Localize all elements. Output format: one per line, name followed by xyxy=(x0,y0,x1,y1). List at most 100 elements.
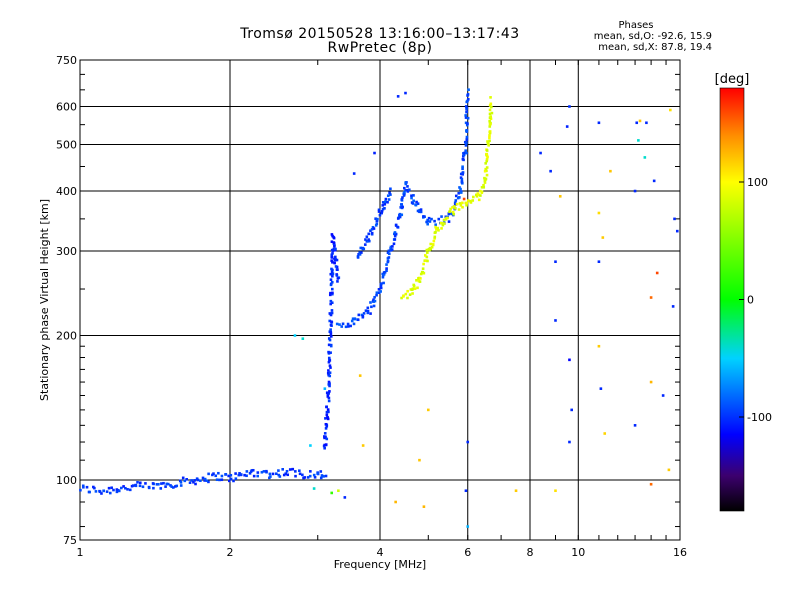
x-tick-label: 2 xyxy=(227,546,234,559)
trace-point xyxy=(329,330,333,334)
trace-point xyxy=(335,274,339,277)
trace-point xyxy=(256,471,260,474)
trace-point xyxy=(375,219,379,223)
trace-point xyxy=(327,360,331,364)
trace-point xyxy=(381,201,385,204)
trace-point xyxy=(331,260,334,264)
x-tick-label: 10 xyxy=(571,546,585,559)
trace-point xyxy=(85,485,89,489)
trace-point xyxy=(363,243,367,246)
trace-point xyxy=(120,486,123,490)
trace-point xyxy=(386,200,389,204)
trace-point xyxy=(488,125,492,128)
scatter-point xyxy=(330,491,334,495)
scatter-point xyxy=(649,296,653,299)
trace-point xyxy=(333,261,336,265)
trace-point xyxy=(298,469,301,473)
trace-point xyxy=(406,185,409,188)
trace-point xyxy=(330,255,334,259)
y-tick-label: 600 xyxy=(56,101,77,114)
trace-point xyxy=(218,478,221,482)
trace-point xyxy=(451,210,455,214)
trace-point xyxy=(411,202,415,205)
trace-point xyxy=(409,288,413,291)
trace-point xyxy=(466,116,470,120)
trace-point xyxy=(319,470,323,473)
trace-point xyxy=(425,248,429,252)
trace-point xyxy=(410,194,413,198)
trace-point xyxy=(356,256,360,259)
trace-point xyxy=(448,210,451,214)
trace-point xyxy=(434,228,438,231)
trace-point xyxy=(459,176,463,179)
trace-point xyxy=(396,225,399,229)
trace-point xyxy=(464,144,468,147)
trace-point xyxy=(461,167,464,171)
trace-point xyxy=(178,479,182,483)
trace-point xyxy=(330,301,334,305)
trace-point xyxy=(334,255,337,259)
trace-point xyxy=(179,484,183,487)
trace-point xyxy=(467,88,470,92)
scatter-point xyxy=(466,440,470,444)
trace-point xyxy=(372,298,375,302)
trace-point xyxy=(326,408,330,411)
trace-point xyxy=(479,194,482,197)
trace-point xyxy=(441,221,444,225)
trace-point xyxy=(308,474,312,478)
trace-point xyxy=(260,470,264,474)
trace-point xyxy=(408,293,412,296)
trace-point xyxy=(450,212,454,215)
trace-point xyxy=(490,111,494,115)
scatter-point xyxy=(309,444,312,447)
trace-point xyxy=(329,335,333,338)
trace-point xyxy=(330,309,334,312)
trace-point xyxy=(394,232,398,236)
trace-point xyxy=(282,473,286,477)
trace-point xyxy=(284,472,287,476)
scatter-point xyxy=(301,337,305,340)
trace-point xyxy=(366,309,370,313)
trace-point xyxy=(488,139,491,143)
trace-point xyxy=(330,311,334,315)
trace-point xyxy=(465,106,469,110)
scatter-point xyxy=(570,408,573,412)
trace-point xyxy=(425,255,429,259)
trace-point xyxy=(329,312,332,316)
scatter-point xyxy=(568,105,571,108)
trace-point xyxy=(379,290,382,293)
trace-point xyxy=(434,230,437,234)
scatter-point xyxy=(597,211,601,215)
trace-point xyxy=(175,484,179,488)
trace-point xyxy=(81,484,85,488)
trace-point xyxy=(385,267,388,270)
trace-point xyxy=(433,219,436,223)
trace-point xyxy=(418,208,421,212)
trace-point xyxy=(401,205,404,209)
trace-point xyxy=(312,473,316,477)
trace-point xyxy=(329,351,332,354)
trace-point xyxy=(426,259,429,263)
trace-point xyxy=(100,492,103,495)
trace-point xyxy=(428,246,432,250)
trace-point xyxy=(313,476,317,479)
trace-point xyxy=(115,490,119,494)
trace-point xyxy=(328,364,332,367)
trace-point xyxy=(474,193,478,197)
trace-point xyxy=(329,328,332,331)
trace-point xyxy=(329,344,333,348)
trace-point xyxy=(357,313,361,317)
trace-point xyxy=(464,116,468,119)
trace-point xyxy=(387,256,391,259)
trace-point xyxy=(454,194,458,198)
trace-point xyxy=(232,479,235,483)
trace-point xyxy=(403,186,406,190)
trace-point xyxy=(333,244,336,248)
trace-point xyxy=(88,490,91,494)
trace-point xyxy=(486,140,489,143)
trace-point xyxy=(370,231,374,235)
scatter-point xyxy=(352,172,356,175)
trace-point xyxy=(334,247,337,251)
trace-point xyxy=(234,472,237,475)
trace-point xyxy=(464,149,467,152)
